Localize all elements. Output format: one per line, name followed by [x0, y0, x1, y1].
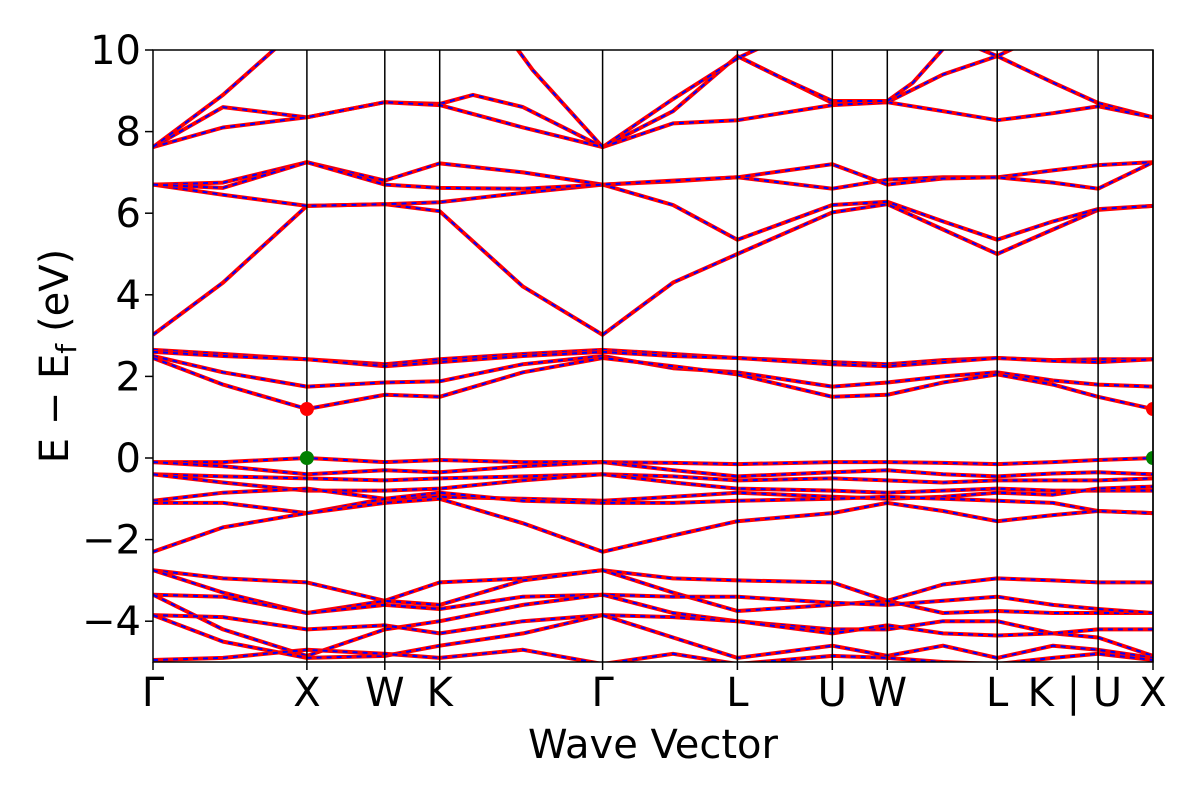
y-tick-label-6: 8: [116, 110, 141, 156]
band-line-overlay-19: [153, 491, 1153, 515]
y-axis-label-unit: (eV): [32, 249, 78, 332]
band-line-overlay-20: [153, 497, 1153, 553]
band-line-overlay-16: [153, 473, 1153, 484]
x-tick-label-7: W: [868, 670, 908, 716]
band-line-overlay-4: [153, 54, 1153, 149]
x-tick-label-5: L: [726, 670, 749, 716]
band-line-9: [977, 50, 1015, 59]
marker-cbm-0: [299, 402, 314, 417]
band-line-overlay-21: [153, 569, 1153, 602]
band-line-13: [153, 356, 1153, 411]
band-lines-group: [153, 50, 1153, 662]
x-tick-label-4: Γ: [591, 670, 614, 716]
y-tick-label-3: 2: [116, 354, 141, 400]
y-tick-label-1: −2: [82, 518, 141, 564]
x-axis-label: Wave Vector: [528, 722, 779, 768]
band-line-overlay-15: [153, 461, 1153, 478]
marker-vbm-3: [1146, 451, 1153, 465]
band-line-overlay-8: [736, 50, 944, 102]
band-line-overlay-25: [153, 614, 1153, 637]
band-line-overlay-18: [153, 485, 1153, 502]
band-line-overlay-1: [153, 183, 1153, 241]
x-tick-label-8: L: [986, 670, 1009, 716]
x-tick-label-6: U: [818, 670, 847, 716]
x-tick-label-2: W: [365, 670, 405, 716]
band-line-overlay-6: [153, 50, 276, 148]
band-line-overlay-24: [153, 593, 1153, 657]
band-line-24: [153, 592, 1153, 658]
y-tick-label-4: 4: [116, 273, 141, 319]
band-line-overlay-13: [153, 356, 1153, 411]
marker-cbm-1: [1146, 402, 1153, 417]
band-line-overlay-7: [516, 50, 758, 149]
x-tick-label-0: Γ: [142, 670, 165, 716]
plot-frame: [152, 49, 1154, 663]
band-line-overlay-14: [153, 456, 1153, 466]
band-line-overlay-5: [153, 101, 1153, 149]
band-line-5: [153, 100, 1153, 150]
band-line-overlay-28: [609, 652, 1153, 662]
band-line-6: [153, 50, 277, 149]
band-line-overlay-17: [153, 473, 1153, 494]
band-line-8: [736, 50, 945, 103]
band-line-overlay-23: [153, 593, 1153, 615]
y-axis-ticks: −4 −2 0 2 4 6 8 10: [82, 28, 153, 645]
y-tick-label-5: 6: [116, 191, 141, 237]
y-axis-label-subscript: f: [50, 343, 83, 354]
band-line-overlay-26: [153, 614, 1153, 659]
extrema-markers: [299, 402, 1153, 465]
x-tick-label-1: X: [293, 670, 320, 716]
band-line-overlay-11: [153, 350, 1153, 368]
y-axis-label-text: E − Ef (eV): [32, 249, 83, 464]
marker-vbm-2: [299, 451, 314, 465]
x-tick-label-10: X: [1139, 670, 1166, 716]
y-axis-label: E − Ef (eV): [32, 249, 83, 464]
band-line-20: [153, 496, 1153, 554]
high-symmetry-lines: [306, 50, 1154, 662]
band-line-4: [153, 54, 1153, 150]
y-tick-label-2: 0: [116, 436, 141, 482]
y-tick-label-0: −4: [82, 599, 141, 645]
band-line-overlay-22: [153, 569, 1153, 615]
x-tick-label-9: K | U: [1028, 670, 1122, 716]
y-axis-label-main: E − E: [32, 354, 78, 464]
band-line-overlay-12: [153, 354, 1153, 388]
band-line-overlay-3: [153, 161, 1153, 190]
band-line-2: [153, 160, 1153, 191]
y-tick-label-7: 10: [90, 28, 141, 74]
x-tick-label-3: K: [427, 670, 455, 716]
band-line-0: [153, 202, 1153, 337]
band-line-overlay-0: [153, 203, 1153, 337]
